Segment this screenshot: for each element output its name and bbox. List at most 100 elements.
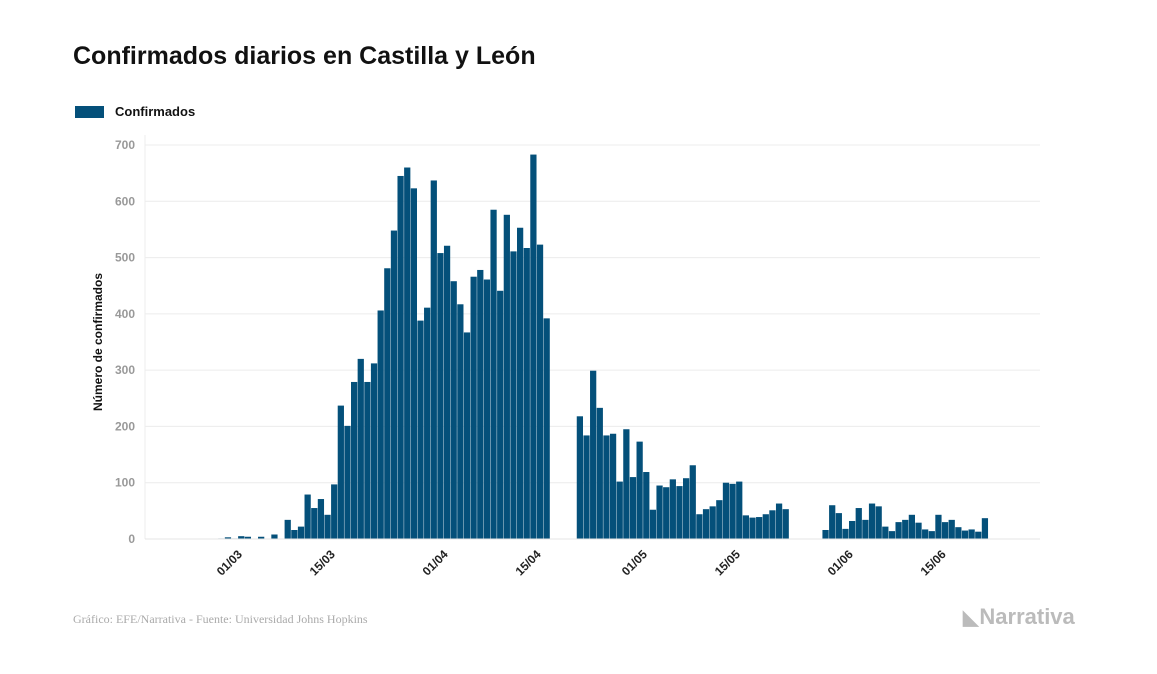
bar bbox=[590, 370, 597, 539]
bar bbox=[324, 514, 331, 539]
bar bbox=[882, 526, 889, 539]
bar bbox=[258, 536, 265, 539]
bar bbox=[583, 435, 590, 539]
bar bbox=[297, 526, 305, 539]
x-tick-label: 01/03 bbox=[214, 547, 245, 578]
bar bbox=[669, 479, 676, 539]
bar bbox=[663, 487, 670, 539]
bar bbox=[968, 529, 975, 539]
bar bbox=[928, 531, 935, 539]
x-tick-label: 15/06 bbox=[918, 547, 949, 578]
bar bbox=[503, 214, 510, 539]
bar bbox=[430, 180, 437, 539]
bar bbox=[782, 509, 789, 539]
bar bbox=[596, 407, 603, 539]
y-tick-label: 0 bbox=[128, 532, 135, 546]
bar bbox=[397, 175, 404, 539]
bar bbox=[941, 522, 949, 539]
bar bbox=[955, 527, 962, 539]
bar bbox=[948, 519, 955, 539]
bar bbox=[676, 486, 683, 539]
bar bbox=[935, 514, 942, 539]
bar bbox=[483, 279, 491, 539]
bar bbox=[357, 358, 364, 539]
bar bbox=[284, 519, 291, 539]
legend: Confirmados bbox=[75, 104, 195, 119]
bar bbox=[908, 514, 915, 539]
bar bbox=[689, 465, 696, 539]
x-tick-label: 01/05 bbox=[619, 547, 650, 578]
bar bbox=[609, 433, 617, 539]
bar bbox=[364, 381, 371, 539]
bar bbox=[683, 478, 690, 539]
bar bbox=[702, 509, 710, 539]
bar bbox=[224, 537, 232, 539]
bar bbox=[729, 483, 736, 539]
bar bbox=[895, 522, 902, 539]
bar bbox=[417, 320, 424, 539]
narrativa-logo-icon: ◣ bbox=[963, 606, 979, 629]
bar bbox=[636, 441, 643, 539]
bar bbox=[437, 253, 444, 539]
bar bbox=[390, 230, 398, 539]
bar bbox=[576, 416, 583, 539]
bar bbox=[762, 514, 769, 539]
bar bbox=[450, 281, 457, 539]
y-tick-label: 600 bbox=[115, 194, 135, 208]
bar bbox=[377, 310, 384, 539]
bar bbox=[271, 534, 278, 539]
bar bbox=[470, 276, 477, 539]
bar bbox=[517, 227, 524, 540]
bar bbox=[769, 510, 776, 539]
bar bbox=[888, 531, 896, 539]
bar bbox=[490, 209, 497, 539]
bar bbox=[497, 290, 504, 539]
bar bbox=[981, 518, 989, 539]
bar bbox=[404, 167, 411, 539]
bar bbox=[696, 514, 703, 539]
y-tick-label: 100 bbox=[115, 476, 135, 490]
bar bbox=[244, 536, 251, 539]
x-tick-label: 15/03 bbox=[307, 547, 338, 578]
bar bbox=[384, 268, 391, 539]
bar bbox=[291, 529, 298, 539]
bar bbox=[344, 425, 351, 539]
bar bbox=[922, 529, 929, 539]
bar bbox=[656, 485, 663, 539]
y-tick-label: 400 bbox=[115, 307, 135, 321]
bar bbox=[623, 429, 630, 539]
bar bbox=[603, 435, 610, 539]
bar bbox=[629, 477, 637, 539]
bar bbox=[523, 248, 530, 539]
bar bbox=[736, 481, 743, 539]
bar bbox=[616, 481, 623, 539]
legend-swatch bbox=[75, 105, 104, 118]
bar bbox=[875, 506, 882, 539]
bar bbox=[756, 517, 763, 539]
bar bbox=[835, 513, 842, 539]
bar bbox=[370, 363, 378, 539]
bar bbox=[902, 519, 909, 539]
y-axis-label: Número de confirmados bbox=[91, 273, 105, 411]
bar bbox=[463, 332, 471, 539]
source-note: Gráfico: EFE/Narrativa - Fuente: Univers… bbox=[73, 612, 368, 626]
bar bbox=[410, 188, 417, 539]
bar bbox=[775, 503, 783, 539]
bar bbox=[443, 245, 451, 539]
bar bbox=[337, 405, 344, 539]
bar bbox=[477, 269, 484, 539]
bar bbox=[975, 531, 982, 539]
bar bbox=[317, 499, 325, 539]
bar bbox=[716, 500, 723, 539]
x-tick-label: 01/04 bbox=[420, 547, 451, 578]
bar bbox=[643, 472, 650, 539]
bar bbox=[822, 529, 829, 539]
bar bbox=[722, 482, 730, 539]
y-tick-label: 300 bbox=[115, 363, 135, 377]
bar bbox=[842, 528, 849, 539]
bar bbox=[536, 244, 544, 539]
x-tick-label: 15/04 bbox=[513, 547, 544, 578]
bar bbox=[530, 154, 537, 539]
bar bbox=[862, 519, 869, 539]
bar bbox=[915, 522, 922, 539]
